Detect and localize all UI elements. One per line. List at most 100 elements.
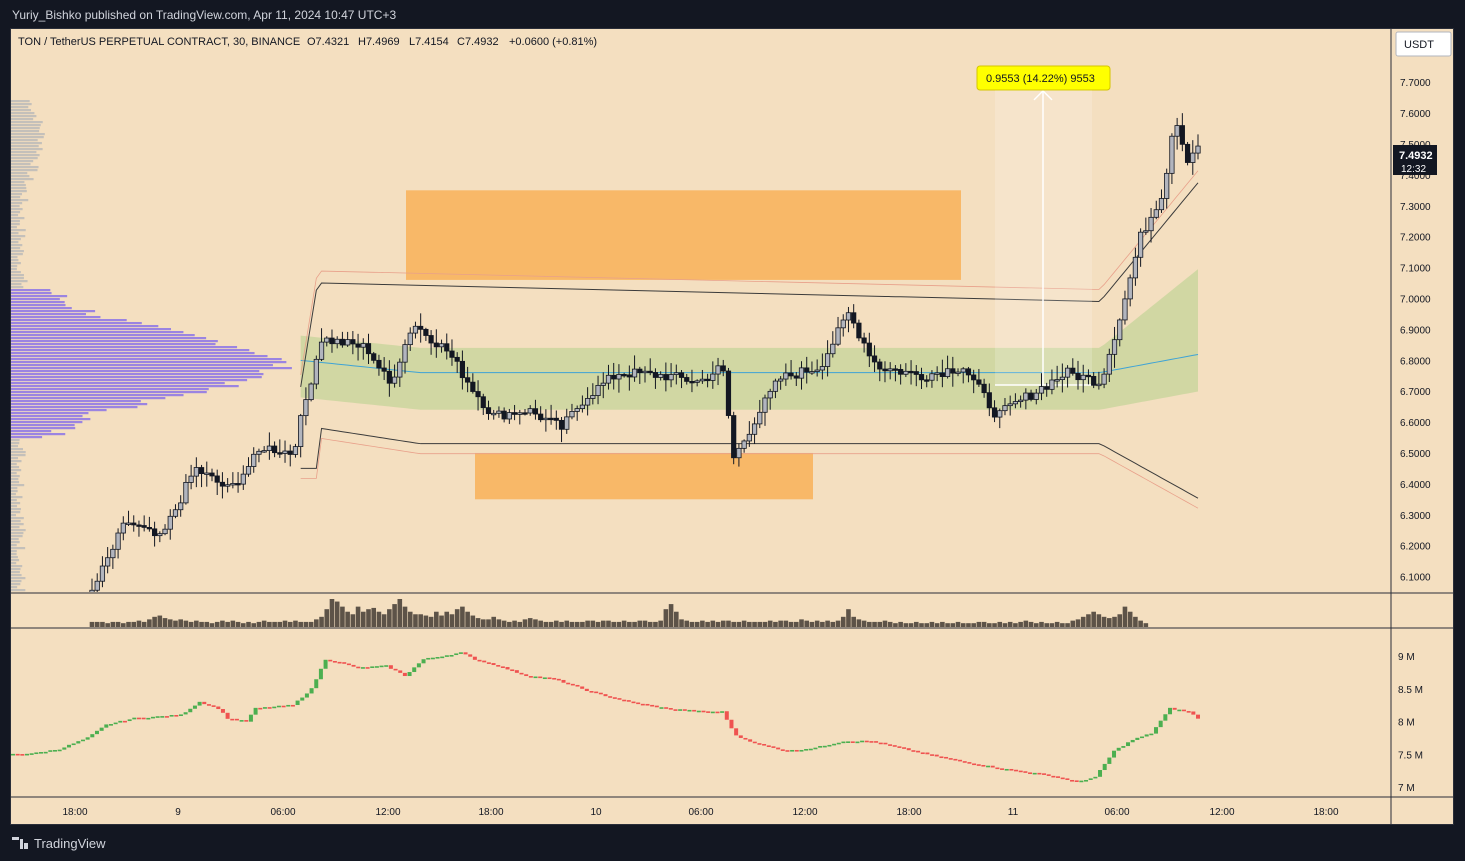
obv-candle xyxy=(1074,780,1079,782)
volume-profile-row xyxy=(11,295,68,298)
price-tick-label: 7.6000 xyxy=(1400,109,1431,120)
volume-profile-row xyxy=(11,229,26,232)
volume-profile-row xyxy=(11,514,16,517)
volume-bar xyxy=(846,609,851,627)
obv-candle xyxy=(589,691,594,693)
volume-profile-row xyxy=(11,316,101,319)
lower-outer-line xyxy=(300,438,1199,509)
measure-label-bg[interactable] xyxy=(976,65,1111,91)
volume-bar xyxy=(736,621,742,627)
candle-body xyxy=(511,412,518,415)
time-axis[interactable]: 18:00 9 06:00 12:00 18:00 10 06:00 12:00 18:00 11… xyxy=(62,807,1338,818)
candle-body xyxy=(522,412,528,415)
volume-profile-row xyxy=(11,169,38,172)
candle-body xyxy=(616,374,622,380)
volume-bar xyxy=(851,616,856,627)
volume-bar xyxy=(188,621,194,627)
volume-bar xyxy=(267,621,272,627)
volume-bar xyxy=(100,621,105,627)
volume-profile-row xyxy=(11,532,24,535)
volume-bar xyxy=(173,620,178,627)
obv-candle xyxy=(944,756,949,759)
obv-candle xyxy=(430,657,435,660)
volume-bar xyxy=(955,621,961,627)
volume-bar xyxy=(1028,621,1034,627)
obv-candle xyxy=(234,718,239,721)
volume-bar xyxy=(992,623,997,627)
obv-candle xyxy=(785,750,790,752)
candle-body xyxy=(1117,319,1123,341)
volume-bar xyxy=(246,621,251,627)
obv-candle xyxy=(351,664,356,667)
volume-profile-row xyxy=(11,400,141,403)
volume-profile-row xyxy=(11,286,24,289)
currency-button-bg[interactable] xyxy=(1395,31,1452,57)
obv-candle xyxy=(720,711,725,713)
volume-profile-row xyxy=(11,502,21,505)
volume-bar xyxy=(152,616,157,627)
obv-candle xyxy=(836,742,841,745)
volume-bar xyxy=(564,620,570,627)
volume-profile-row xyxy=(11,232,19,235)
price-tick-label: 6.6000 xyxy=(1400,418,1431,429)
obv-tick-label: 8 M xyxy=(1398,718,1415,729)
currency-button[interactable]: USDT xyxy=(1404,39,1434,51)
candle-body xyxy=(538,413,544,421)
last-price-countdown: 12:32 xyxy=(1401,164,1426,175)
measure-label[interactable]: 0.9553 (14.22%) 9553 xyxy=(986,73,1095,85)
volume-profile-row xyxy=(11,199,29,202)
volume-bar xyxy=(1070,620,1076,627)
volume-bar xyxy=(840,616,846,627)
obv-candle xyxy=(748,739,753,742)
candle-body xyxy=(496,410,502,414)
candle-body xyxy=(251,453,257,467)
candle-body xyxy=(1012,401,1019,405)
time-tick-label: 18:00 xyxy=(478,807,503,818)
volume-profile-row xyxy=(11,484,25,487)
candle-body xyxy=(929,373,935,381)
obv-candle xyxy=(645,703,650,706)
volume-bar xyxy=(783,620,789,627)
volume-bar xyxy=(261,620,267,627)
volume-bar xyxy=(345,611,350,627)
brand-logo[interactable]: TradingView xyxy=(12,836,106,851)
candle-body xyxy=(1169,135,1175,174)
obv-candle xyxy=(1144,734,1149,737)
candle-body xyxy=(360,343,366,348)
volume-bar xyxy=(371,607,377,627)
obv-candle xyxy=(183,712,188,715)
obv-candle xyxy=(500,666,505,668)
candle-body xyxy=(1054,379,1060,382)
candle-body xyxy=(971,374,977,381)
candle-body xyxy=(324,337,330,343)
volume-profile-row xyxy=(11,523,24,526)
volume-bar xyxy=(569,621,575,627)
volume-profile-row xyxy=(11,571,20,574)
candle-body xyxy=(1158,198,1165,211)
time-tick-label: 06:00 xyxy=(688,807,713,818)
candle-body xyxy=(162,528,168,535)
measure-tool[interactable] xyxy=(995,89,1092,386)
volume-bar xyxy=(757,621,763,627)
obv-candle xyxy=(440,656,445,659)
symbol-name[interactable]: TON / TetherUS PERPETUAL CONTRACT, 30, B… xyxy=(18,36,300,48)
candle-body xyxy=(543,417,549,421)
time-tick-label: 9 xyxy=(175,807,181,818)
volume-bar xyxy=(689,621,695,627)
obv-candle xyxy=(113,722,118,725)
price-axis[interactable]: 7.80007.70007.60007.50007.40007.30007.20… xyxy=(1400,47,1431,583)
volume-bar xyxy=(981,621,987,627)
candle-body xyxy=(308,383,314,401)
obv-candle xyxy=(771,746,776,748)
volume-bar xyxy=(340,606,345,627)
volume-bar xyxy=(627,621,632,627)
obv-candle xyxy=(813,747,818,750)
candle-body xyxy=(391,376,398,384)
candle-body xyxy=(637,368,643,374)
candle-body xyxy=(350,339,356,345)
candle-body xyxy=(178,502,184,511)
candle-body xyxy=(329,337,335,345)
obv-candle xyxy=(472,656,477,660)
obv-axis[interactable]: 9 M 8.5 M 8 M 7.5 M 7 M xyxy=(1398,652,1423,794)
